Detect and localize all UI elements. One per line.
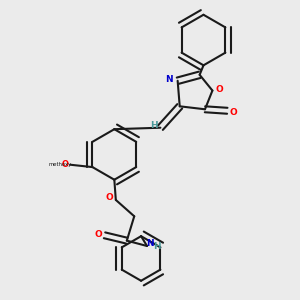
Text: H: H [153, 242, 160, 251]
Text: H: H [150, 121, 158, 130]
Text: N: N [166, 75, 173, 84]
Text: O: O [94, 230, 102, 238]
Text: methoxy: methoxy [49, 162, 72, 167]
Text: O: O [215, 85, 223, 94]
Text: O: O [230, 108, 238, 117]
Text: O: O [106, 193, 114, 202]
Text: N: N [146, 238, 154, 247]
Text: O: O [62, 160, 69, 169]
